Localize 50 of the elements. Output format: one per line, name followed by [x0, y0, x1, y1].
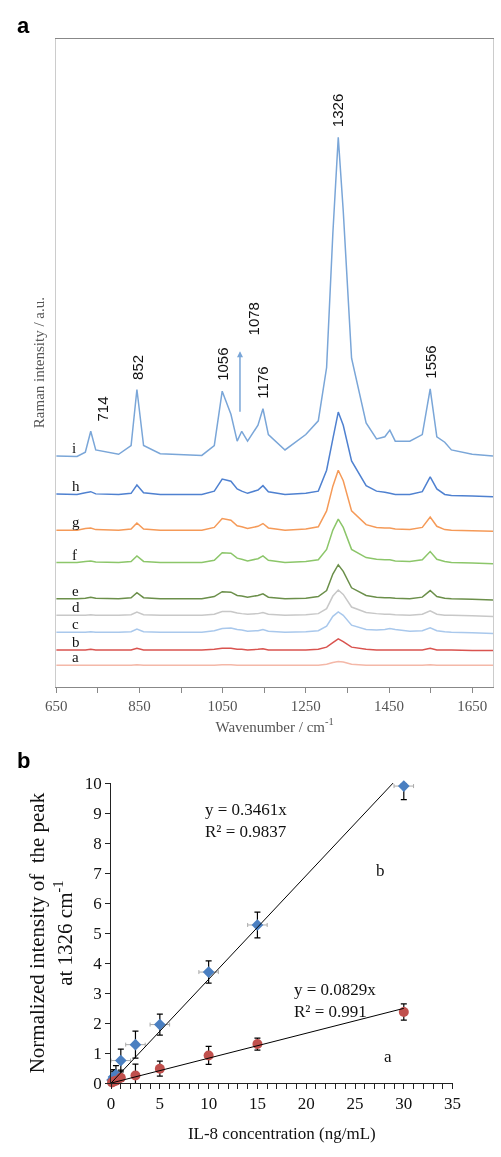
x-tick-label: 650 [44, 697, 68, 714]
series-label: d [72, 599, 80, 615]
annotation: 1326 [329, 93, 347, 128]
y-tick-label: 6 [93, 894, 102, 914]
y-tick-label: 5 [93, 924, 102, 944]
annotation: b [376, 861, 385, 880]
series-label: b [72, 634, 80, 650]
chart-title: b [17, 748, 31, 773]
x-tick-label: 10 [200, 1094, 218, 1114]
y-tick-label: 10 [84, 774, 102, 794]
x-tick-label: 35 [444, 1094, 462, 1114]
x-tick-label: 5 [155, 1094, 165, 1114]
y-tick-label: 3 [93, 984, 102, 1004]
annotation: 852 [128, 354, 146, 380]
x-tick-label: 15 [248, 1094, 266, 1114]
annotation: a [384, 1047, 392, 1066]
x-tick-label: 20 [297, 1094, 315, 1114]
series-label: a [72, 649, 79, 665]
y-tick-label: 8 [93, 834, 102, 854]
x-tick-label: 1050 [207, 697, 238, 714]
annotation: 1078 [245, 302, 263, 336]
x-tick-label: 0 [106, 1094, 116, 1114]
x-tick-label: 850 [128, 697, 151, 714]
x-tick-label: 1450 [374, 697, 405, 714]
x-tick-label: 1250 [290, 697, 321, 714]
y-tick-label: 9 [93, 804, 102, 824]
y-tick-label: 4 [93, 954, 103, 974]
y-tick-label: 7 [93, 864, 103, 884]
y-axis-title: Raman intensity / a.u. [31, 296, 48, 429]
series-label: c [72, 616, 79, 632]
series-label: g [72, 514, 80, 530]
series-label: e [72, 583, 79, 599]
annotation: 1556 [421, 345, 439, 379]
annotation: y = 0.0829x R² = 0.991 [294, 980, 377, 1022]
y-tick-label: 1 [93, 1044, 102, 1064]
x-axis-title: Wavenumber / cm$^{-1}$ [215, 716, 334, 735]
series-label: i [72, 440, 77, 456]
x-tick-label: 25 [346, 1094, 364, 1114]
y-tick-label: 2 [93, 1014, 102, 1034]
series-label: f [72, 547, 77, 563]
annotation: 714 [93, 396, 111, 422]
x-tick-label: 1650 [457, 697, 488, 714]
x-tick-label: 30 [395, 1094, 413, 1114]
annotation: 1056 [213, 347, 231, 381]
x-axis-title: IL-8 concentration (ng/mL) [187, 1123, 376, 1143]
y-tick-label: 0 [93, 1074, 102, 1094]
annotation: 1176 [254, 366, 272, 399]
chart-title: a [17, 13, 30, 38]
annotation: y = 0.3461x R² = 0.9837 [205, 800, 288, 842]
series-label: h [72, 478, 80, 494]
